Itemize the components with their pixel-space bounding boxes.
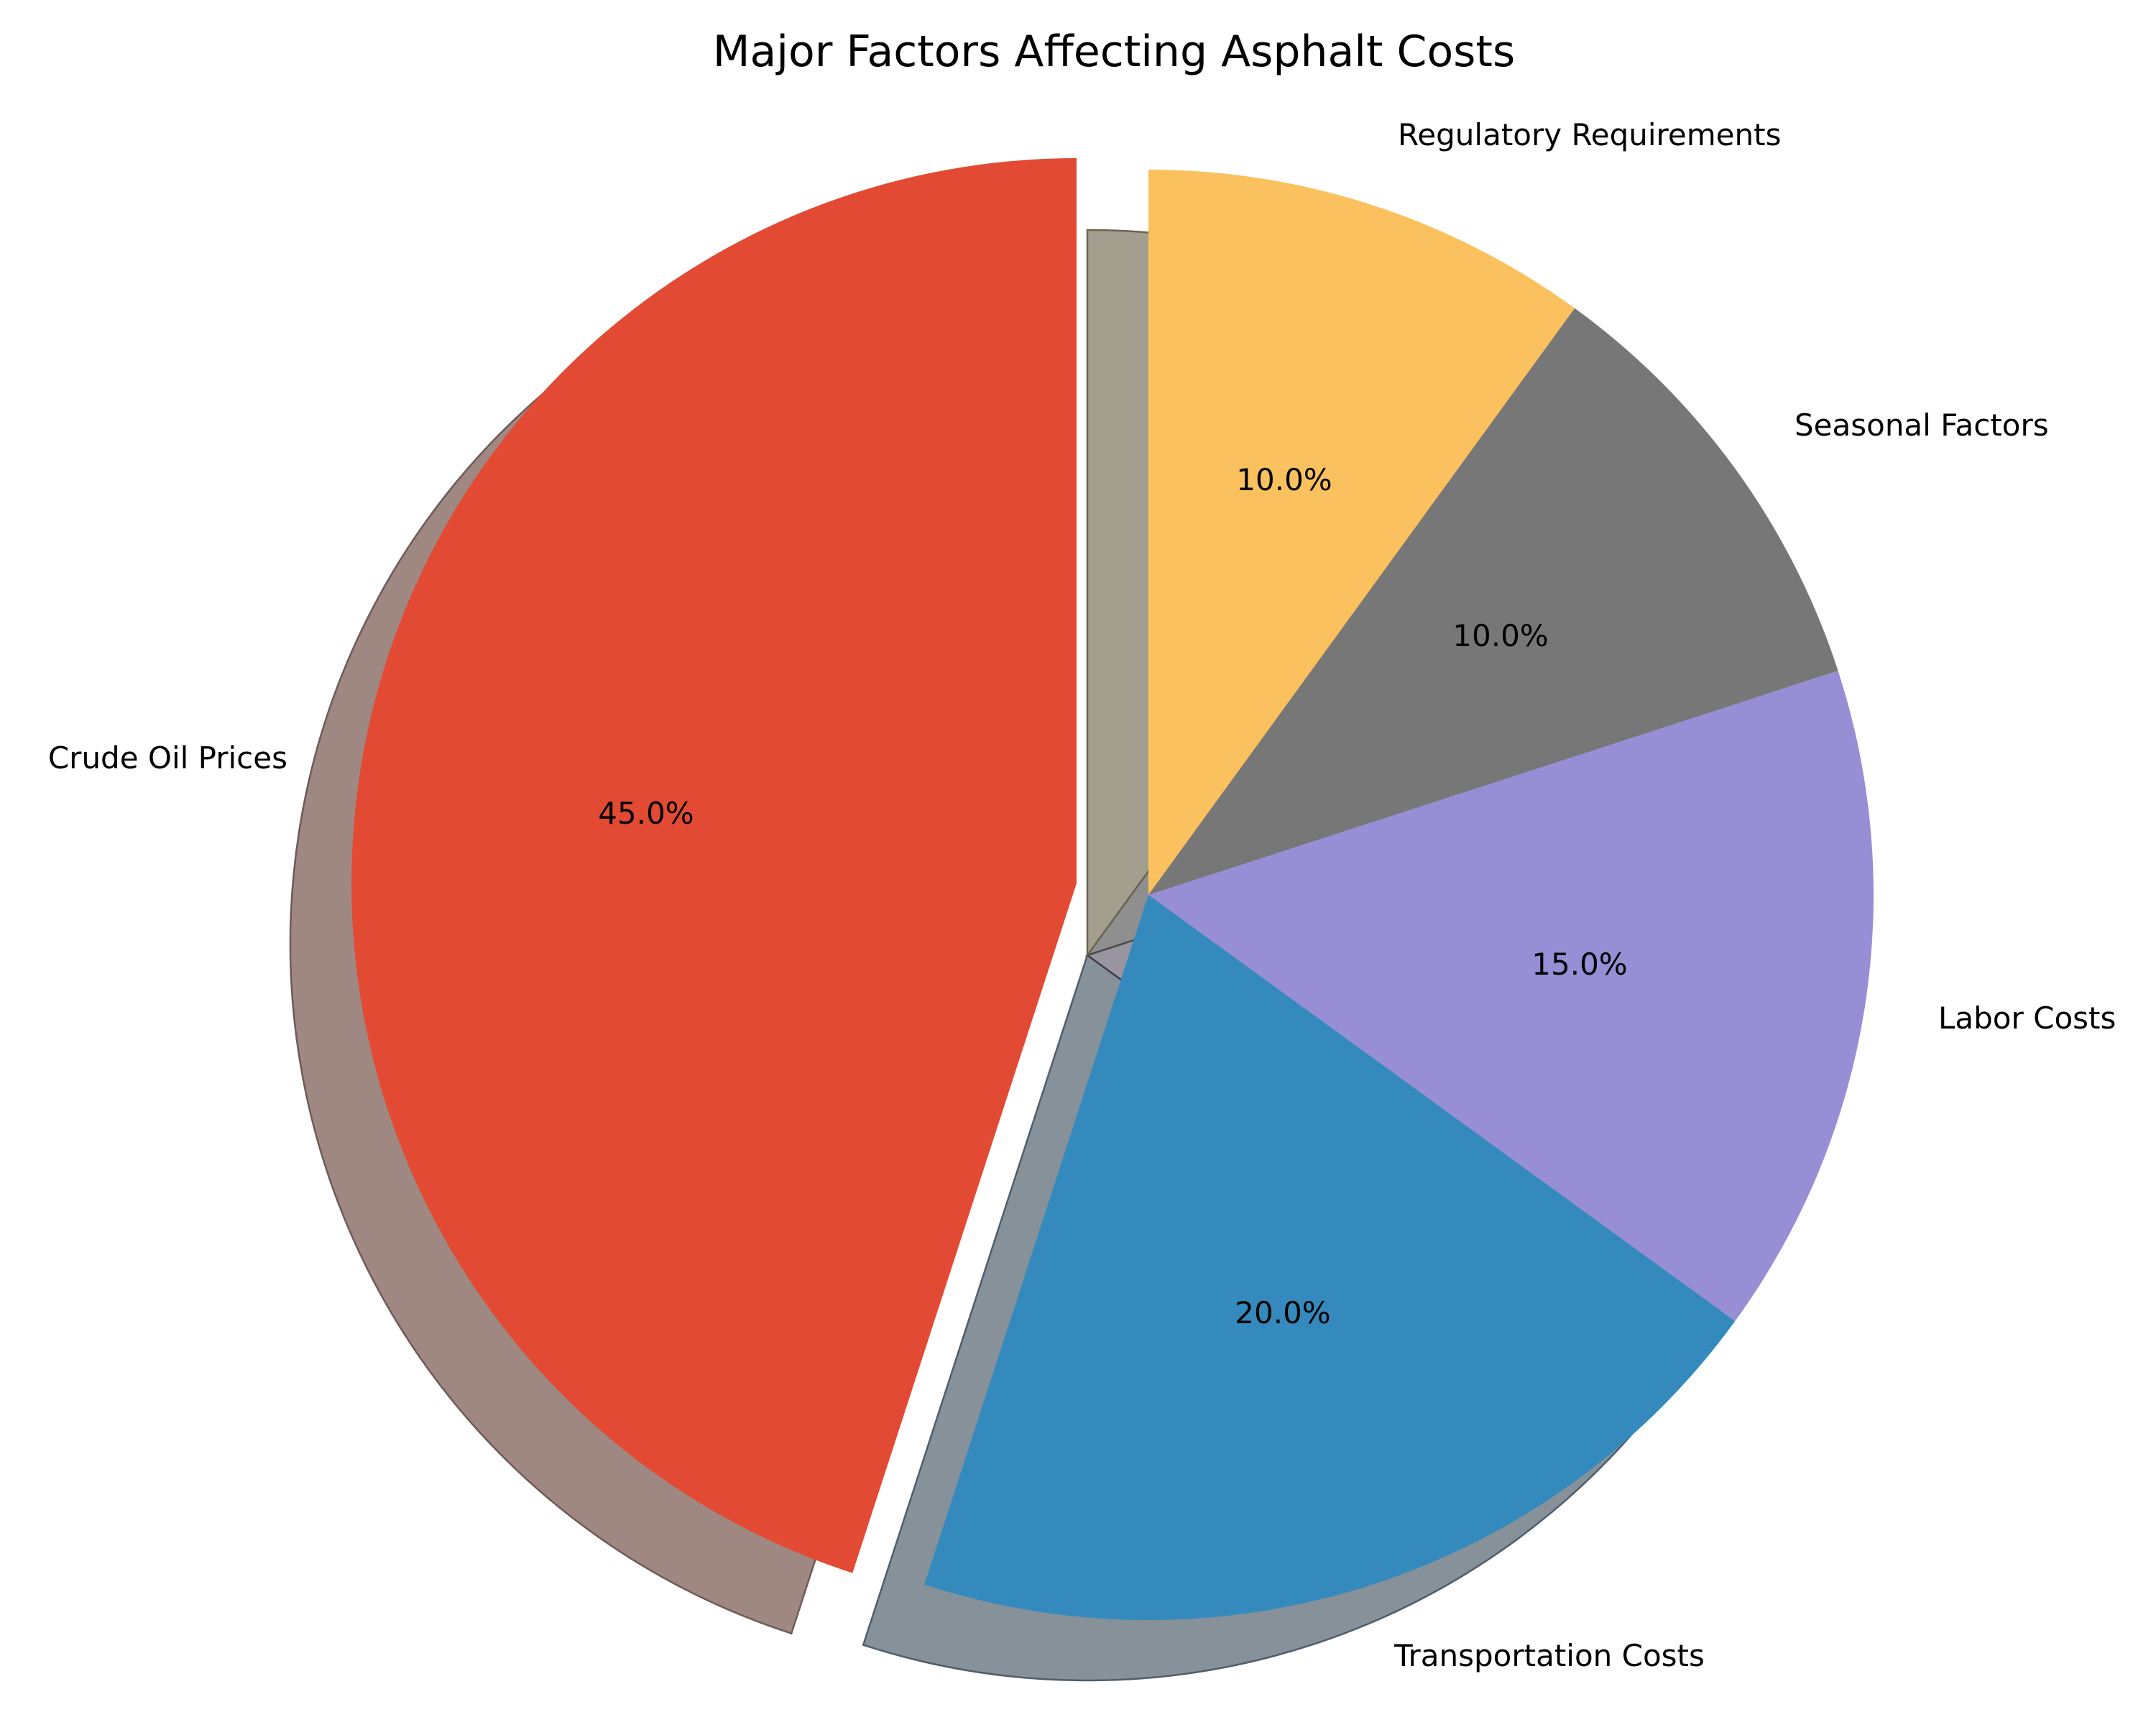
pie-wedges [351,158,1874,1620]
label-regulatory-requirements: Regulatory Requirements [1398,117,1781,152]
wedge-regulatory-requirements[interactable] [1148,170,1575,895]
wedge-labor-costs[interactable] [1148,671,1874,1322]
label-transportation-costs: Transportation Costs [1393,1638,1705,1673]
slice-percentages: 45.0% 20.0% 15.0% 10.0% 10.0% [598,462,1627,1330]
slice-labels: Crude Oil Prices Transportation Costs La… [48,117,2116,1673]
chart-title: Major Factors Affecting Asphalt Costs [713,27,1515,77]
pct-transportation-costs: 20.0% [1235,1295,1330,1330]
pct-labor-costs: 15.0% [1531,947,1627,982]
pct-seasonal-factors: 10.0% [1452,618,1548,653]
label-crude-oil-prices: Crude Oil Prices [48,740,287,776]
wedge-crude-oil-prices[interactable] [351,158,1077,1573]
wedge-seasonal-factors[interactable] [1148,308,1838,895]
pct-crude-oil-prices: 45.0% [598,796,694,831]
label-labor-costs: Labor Costs [1938,1000,2116,1036]
label-seasonal-factors: Seasonal Factors [1795,408,2049,443]
wedge-transportation-costs[interactable] [924,895,1736,1620]
pct-regulatory-requirements: 10.0% [1236,462,1332,497]
